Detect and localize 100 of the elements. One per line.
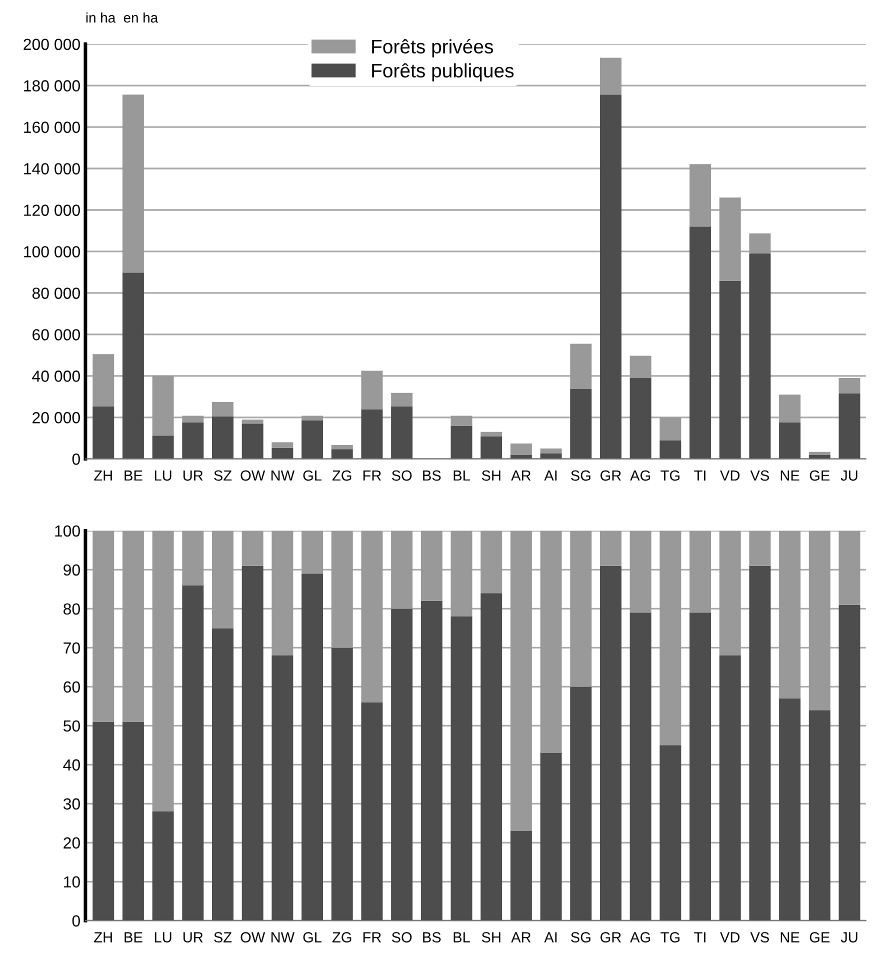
x-tick-label: NE — [780, 470, 800, 481]
bar — [331, 444, 353, 450]
x-tick-label: LU — [154, 470, 172, 481]
x-tick-label: ZG — [332, 470, 352, 481]
bar — [302, 420, 324, 459]
bar — [630, 378, 652, 459]
bar — [719, 530, 741, 656]
bar — [122, 530, 144, 722]
y-tick-label: 90 — [64, 564, 80, 576]
bar — [660, 530, 682, 746]
bar — [838, 393, 860, 459]
legend-label: Forêts privées — [372, 39, 494, 58]
bar — [122, 94, 144, 273]
x-tick-label: GL — [303, 470, 322, 481]
bar — [808, 710, 830, 921]
bar — [272, 530, 294, 656]
y-tick-label: 40 — [63, 759, 80, 771]
x-tick-label: FR — [363, 470, 382, 481]
bar — [212, 530, 234, 628]
y-tick-label: 10 — [64, 876, 80, 888]
bar — [152, 811, 174, 921]
bar — [690, 530, 711, 613]
bar — [361, 409, 383, 459]
bar — [779, 422, 801, 459]
bar — [182, 530, 204, 586]
bar — [272, 656, 294, 921]
bar — [480, 593, 502, 921]
bar — [570, 686, 592, 921]
bar — [450, 426, 472, 459]
x-tick-label: GE — [810, 470, 830, 481]
bar — [361, 530, 383, 702]
x-tick-label: TI — [694, 470, 706, 481]
bar — [272, 448, 294, 459]
bar — [331, 648, 353, 921]
x-tick-label: UR — [183, 932, 203, 942]
bar — [719, 656, 741, 921]
bar — [122, 272, 144, 459]
bar — [152, 376, 174, 436]
bar — [510, 530, 532, 831]
y-tick-label: 100 — [55, 525, 80, 537]
x-tick-label: SO — [392, 470, 412, 481]
x-tick-label: LU — [154, 932, 172, 942]
bar — [331, 530, 353, 648]
bar — [600, 94, 622, 459]
x-tick-label: UR — [183, 470, 203, 481]
x-tick-label: SZ — [214, 470, 232, 481]
bar — [600, 58, 622, 95]
bar — [570, 344, 592, 389]
x-tick-label: SG — [571, 470, 590, 481]
bar — [749, 566, 771, 921]
y-tick-label: 100 000 — [24, 246, 80, 258]
bar — [779, 698, 801, 921]
x-tick-label: ZH — [94, 470, 112, 481]
x-tick-label: AI — [544, 470, 557, 481]
x-tick-label: AI — [544, 932, 557, 942]
x-tick-label: BS — [423, 470, 441, 481]
y-tick-label: 160 000 — [24, 122, 80, 133]
x-tick-label: SG — [571, 932, 590, 942]
x-tick-label: GE — [810, 932, 830, 942]
y-tick-label: 80 000 — [32, 288, 80, 299]
x-tick-label: NW — [271, 932, 295, 942]
x-tick-label: BE — [124, 932, 142, 942]
bar — [719, 280, 741, 459]
bar — [480, 432, 502, 436]
x-tick-label: GL — [303, 932, 322, 942]
bar — [212, 416, 234, 459]
y-tick-label: 70 — [64, 642, 80, 654]
bar — [540, 453, 562, 459]
bar — [302, 530, 324, 574]
bar — [749, 233, 771, 254]
text: in ha en ha — [86, 12, 158, 23]
bar — [122, 722, 144, 921]
bar — [450, 616, 472, 921]
bar — [719, 198, 741, 281]
x-tick-label: BS — [423, 932, 441, 942]
bar — [808, 452, 830, 455]
y-tick-label: 180 000 — [24, 80, 80, 92]
y-tick-label: 60 — [64, 681, 80, 693]
bar — [480, 530, 502, 594]
x-tick-label: JU — [840, 932, 858, 942]
x-tick-label: AG — [630, 932, 650, 942]
bar — [420, 600, 442, 921]
bar — [690, 612, 711, 921]
bar — [242, 424, 264, 459]
bar — [660, 440, 682, 459]
bar — [690, 164, 711, 227]
bar — [630, 356, 652, 378]
x-tick-label: TG — [660, 932, 680, 942]
bar — [242, 566, 264, 921]
bar — [690, 226, 711, 459]
bar — [510, 830, 532, 921]
x-tick-label: ZH — [94, 932, 112, 942]
bar — [838, 604, 860, 921]
bar — [182, 422, 204, 459]
y-tick-label: 120 000 — [24, 204, 80, 216]
x-tick-label: BL — [454, 470, 470, 481]
x-tick-label: OW — [240, 470, 266, 481]
bar — [242, 530, 264, 566]
x-tick-label: NE — [780, 932, 800, 942]
y-tick-label: 200 000 — [24, 38, 80, 50]
